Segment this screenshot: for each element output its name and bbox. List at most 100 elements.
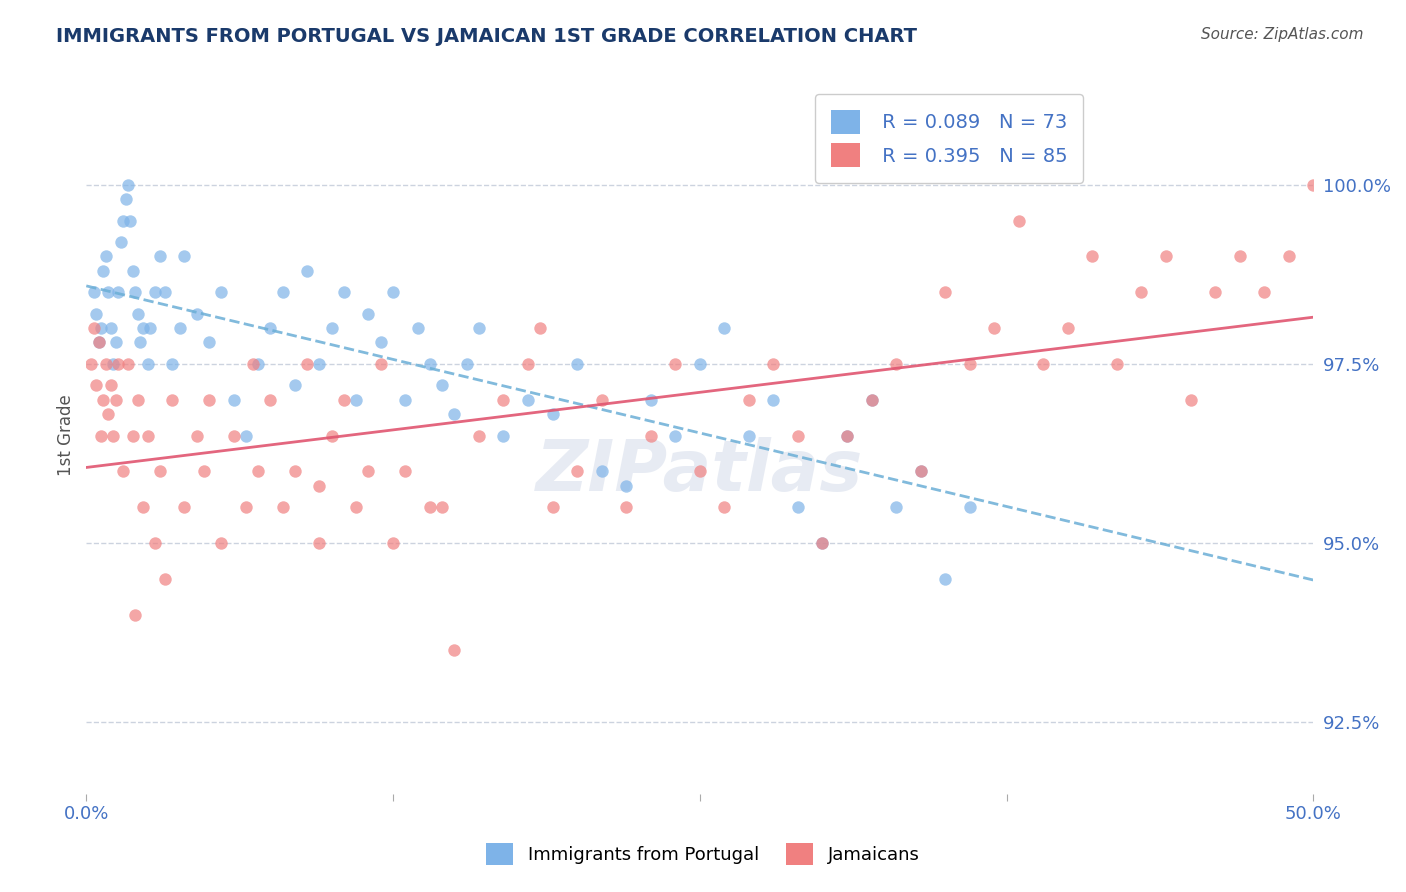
Point <box>541 407 564 421</box>
Point <box>344 392 367 407</box>
Point <box>738 428 761 442</box>
Point <box>94 250 117 264</box>
Point <box>664 357 686 371</box>
Text: IMMIGRANTS FROM PORTUGAL VS JAMAICAN 1ST GRADE CORRELATION CHART: IMMIGRANTS FROM PORTUGAL VS JAMAICAN 1ST… <box>56 27 917 45</box>
Point <box>103 357 125 371</box>
Point <box>160 357 183 371</box>
Point <box>419 357 441 371</box>
Point <box>713 321 735 335</box>
Point <box>382 536 405 550</box>
Point <box>100 378 122 392</box>
Point <box>308 357 330 371</box>
Point <box>149 464 172 478</box>
Point <box>308 478 330 492</box>
Point <box>456 357 478 371</box>
Point <box>247 357 270 371</box>
Point <box>84 307 107 321</box>
Point <box>394 392 416 407</box>
Point <box>640 392 662 407</box>
Point <box>910 464 932 478</box>
Point <box>443 643 465 657</box>
Point <box>153 285 176 300</box>
Point <box>209 285 232 300</box>
Point <box>97 407 120 421</box>
Point <box>90 321 112 335</box>
Point <box>136 357 159 371</box>
Point <box>517 392 540 407</box>
Point <box>529 321 551 335</box>
Point <box>787 500 810 515</box>
Point <box>357 464 380 478</box>
Point <box>103 428 125 442</box>
Point <box>370 335 392 350</box>
Point <box>517 357 540 371</box>
Point <box>565 464 588 478</box>
Point <box>357 307 380 321</box>
Point <box>149 250 172 264</box>
Point <box>591 392 613 407</box>
Text: Source: ZipAtlas.com: Source: ZipAtlas.com <box>1201 27 1364 42</box>
Point <box>1204 285 1226 300</box>
Point <box>591 464 613 478</box>
Point <box>129 335 152 350</box>
Point <box>83 321 105 335</box>
Point <box>565 357 588 371</box>
Point <box>153 572 176 586</box>
Point <box>1229 250 1251 264</box>
Point <box>333 392 356 407</box>
Point <box>173 250 195 264</box>
Point <box>107 357 129 371</box>
Point <box>198 392 221 407</box>
Point <box>222 392 245 407</box>
Point <box>112 213 135 227</box>
Point <box>235 500 257 515</box>
Point <box>84 378 107 392</box>
Point <box>271 285 294 300</box>
Point <box>104 335 127 350</box>
Legend:  R = 0.089   N = 73,  R = 0.395   N = 85: R = 0.089 N = 73, R = 0.395 N = 85 <box>815 95 1083 183</box>
Point <box>321 321 343 335</box>
Point <box>132 321 155 335</box>
Point <box>983 321 1005 335</box>
Point <box>284 464 307 478</box>
Point <box>209 536 232 550</box>
Point <box>689 357 711 371</box>
Point <box>308 536 330 550</box>
Point <box>127 307 149 321</box>
Point <box>468 321 491 335</box>
Point <box>959 357 981 371</box>
Point <box>1180 392 1202 407</box>
Point <box>114 192 136 206</box>
Point <box>124 285 146 300</box>
Point <box>344 500 367 515</box>
Point <box>934 572 956 586</box>
Y-axis label: 1st Grade: 1st Grade <box>58 394 75 476</box>
Point <box>271 500 294 515</box>
Point <box>295 357 318 371</box>
Point <box>394 464 416 478</box>
Point <box>107 285 129 300</box>
Point <box>100 321 122 335</box>
Point <box>884 500 907 515</box>
Point <box>406 321 429 335</box>
Point <box>689 464 711 478</box>
Point <box>787 428 810 442</box>
Point <box>87 335 110 350</box>
Point <box>186 307 208 321</box>
Point <box>1057 321 1080 335</box>
Point <box>132 500 155 515</box>
Point <box>127 392 149 407</box>
Point <box>94 357 117 371</box>
Point <box>173 500 195 515</box>
Point <box>370 357 392 371</box>
Point <box>193 464 215 478</box>
Point <box>143 285 166 300</box>
Point <box>117 178 139 192</box>
Point <box>160 392 183 407</box>
Point <box>198 335 221 350</box>
Point <box>1081 250 1104 264</box>
Point <box>143 536 166 550</box>
Point <box>860 392 883 407</box>
Point <box>640 428 662 442</box>
Point <box>222 428 245 442</box>
